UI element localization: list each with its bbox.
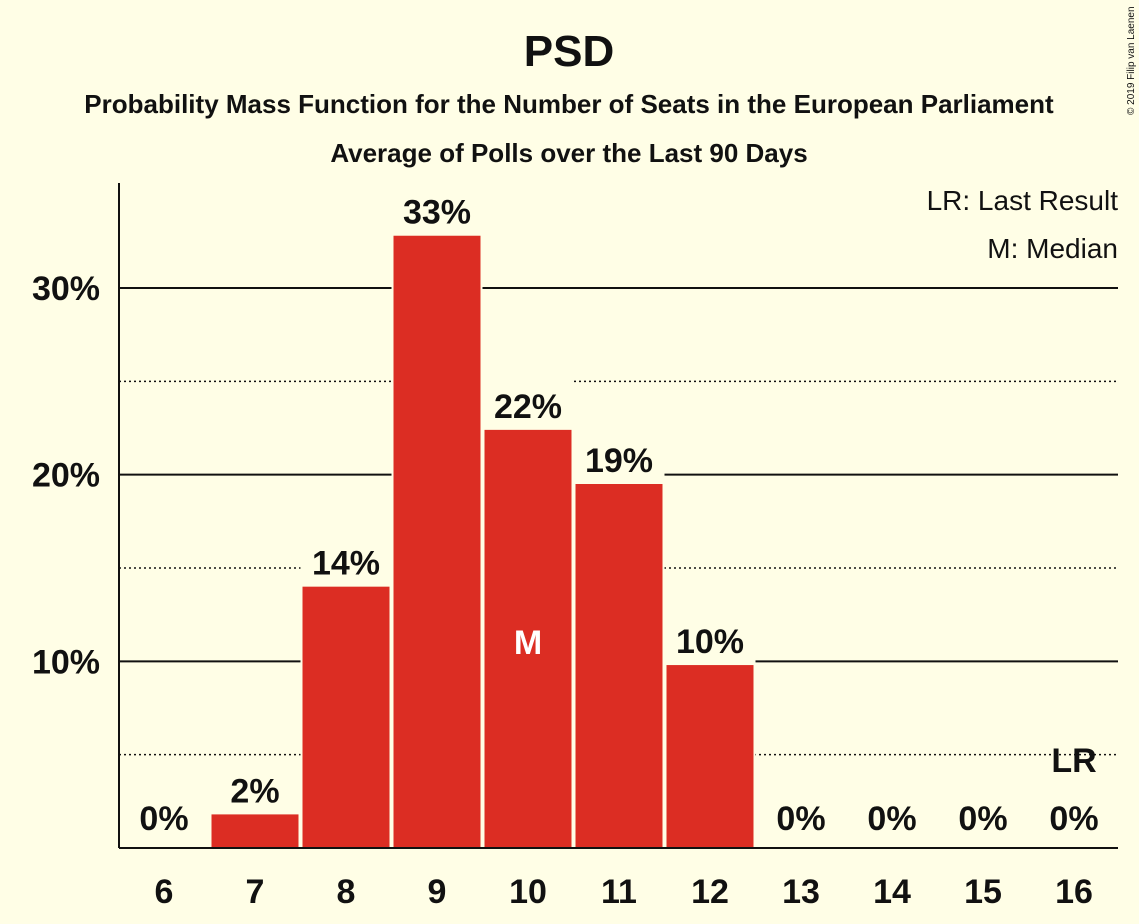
bar <box>393 235 481 848</box>
legend-median: M: Median <box>987 233 1118 264</box>
data-label: 14% <box>312 545 380 583</box>
copyright-text: © 2019 Filip van Laenen <box>1126 6 1137 115</box>
x-tick-label: 12 <box>691 873 729 911</box>
chart-title: PSD <box>524 27 614 76</box>
x-tick-label: 7 <box>246 873 265 911</box>
y-tick-label: 20% <box>32 457 100 495</box>
data-label: 19% <box>585 442 653 480</box>
bars <box>209 185 756 848</box>
x-tick-label: 10 <box>509 873 547 911</box>
bar <box>302 586 390 848</box>
x-tick-label: 8 <box>337 873 356 911</box>
data-label: 33% <box>403 194 471 232</box>
y-tick-label: 10% <box>32 643 100 681</box>
x-tick-label: 6 <box>155 873 174 911</box>
x-tick-label: 11 <box>601 873 637 911</box>
x-tick-label: 14 <box>873 873 911 911</box>
bar <box>484 429 572 848</box>
data-labels: 0% 6 2% 7 14% 8 33% 9 22% 10 M 19% 11 10% 12 0% 13 0% 14 0%… <box>139 194 1098 911</box>
data-label: 10% <box>676 623 744 661</box>
bar <box>211 814 299 848</box>
data-label: 0% <box>1049 800 1098 838</box>
x-tick-label: 9 <box>428 873 447 911</box>
chart-subtitle: Probability Mass Function for the Number… <box>84 89 1054 119</box>
data-label: 0% <box>139 800 188 838</box>
legend-last-result: LR: Last Result <box>927 185 1119 216</box>
data-label: 22% <box>494 388 562 426</box>
bar <box>575 484 663 848</box>
bar <box>666 665 754 848</box>
data-label: 0% <box>958 800 1007 838</box>
axes <box>118 183 1118 849</box>
last-result-marker: LR <box>1051 742 1096 780</box>
y-tick-label: 30% <box>32 270 100 308</box>
x-tick-label: 15 <box>964 873 1002 911</box>
data-label: 0% <box>867 800 916 838</box>
chart-subtitle-2: Average of Polls over the Last 90 Days <box>330 138 807 168</box>
median-marker: M <box>514 624 542 662</box>
data-label: 0% <box>776 800 825 838</box>
data-label: 2% <box>230 772 279 810</box>
x-tick-label: 16 <box>1055 873 1093 911</box>
x-tick-label: 13 <box>782 873 820 911</box>
